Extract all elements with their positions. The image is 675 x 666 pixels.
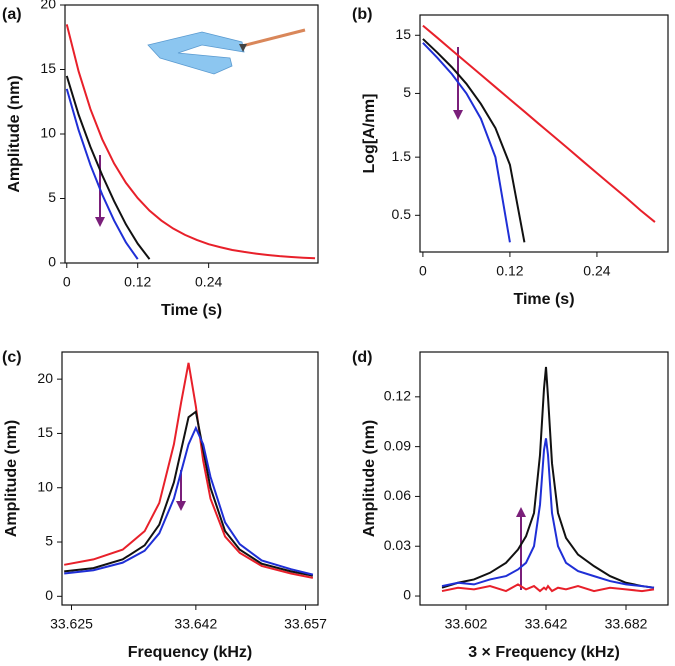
- x-tick-label: 33.642: [174, 616, 217, 632]
- y-tick-label: 20: [40, 0, 56, 12]
- x-tick-label: 33.682: [605, 616, 648, 632]
- data-line: [441, 583, 655, 593]
- y-tick-label: 0.12: [384, 388, 411, 404]
- y-tick-label: 0.09: [384, 437, 411, 453]
- y-tick-label: 0: [48, 254, 56, 270]
- data-line: [422, 42, 511, 243]
- data-line: [64, 409, 314, 577]
- data-line: [441, 366, 655, 589]
- y-tick-label: 15: [395, 26, 411, 42]
- data-line: [64, 362, 314, 579]
- y-tick-label: 1.5: [392, 148, 412, 164]
- x-tick-label: 0.24: [195, 274, 222, 290]
- y-tick-label: 20: [37, 370, 53, 386]
- y-axis-title: Amplitude (nm): [6, 75, 23, 192]
- x-tick-label: 0.12: [124, 274, 151, 290]
- y-tick-label: 15: [37, 424, 53, 440]
- x-axis-title: Frequency (kHz): [128, 644, 252, 661]
- x-axis-title: Time (s): [513, 291, 574, 308]
- panel-label: (b): [352, 6, 372, 23]
- x-tick-label: 0: [63, 274, 71, 290]
- x-tick-label: 0.12: [496, 263, 523, 279]
- x-axis-title: Time (s): [161, 302, 222, 319]
- y-tick-label: 5: [403, 84, 411, 100]
- y-tick-label: 0.5: [392, 206, 412, 222]
- y-tick-label: 15: [40, 60, 56, 76]
- y-tick-label: 5: [48, 189, 56, 205]
- panel-label: (a): [2, 6, 22, 23]
- y-tick-label: 0.03: [384, 537, 411, 553]
- x-tick-label: 33.657: [284, 616, 327, 632]
- y-tick-label: 0: [45, 587, 53, 603]
- y-tick-label: 0: [403, 587, 411, 603]
- y-tick-label: 0.06: [384, 487, 411, 503]
- data-line: [65, 24, 316, 260]
- data-line: [65, 88, 139, 260]
- x-tick-label: 33.602: [445, 616, 488, 632]
- data-line: [422, 24, 656, 223]
- cantilever-inset: [147, 28, 306, 75]
- y-axis-title: Log[A/nm]: [361, 94, 378, 174]
- y-axis-title: Amplitude (nm): [3, 420, 20, 537]
- data-line: [441, 438, 655, 589]
- data-line: [64, 425, 314, 576]
- y-axis-title: Amplitude (nm): [361, 420, 378, 537]
- x-tick-label: 33.625: [50, 616, 93, 632]
- data-line: [422, 38, 526, 243]
- x-tick-label: 0.24: [583, 263, 610, 279]
- panel-label: (c): [2, 349, 22, 366]
- y-tick-label: 10: [40, 125, 56, 141]
- plot-frame: [419, 351, 669, 606]
- y-tick-label: 10: [37, 478, 53, 494]
- x-tick-label: 0: [419, 263, 427, 279]
- x-axis-title: 3 × Frequency (kHz): [468, 644, 620, 661]
- x-tick-label: 33.642: [525, 616, 568, 632]
- panel-label: (d): [352, 349, 372, 366]
- plot-frame: [61, 351, 319, 606]
- data-line: [65, 75, 151, 260]
- plot-frame: [419, 14, 669, 253]
- y-tick-label: 5: [45, 533, 53, 549]
